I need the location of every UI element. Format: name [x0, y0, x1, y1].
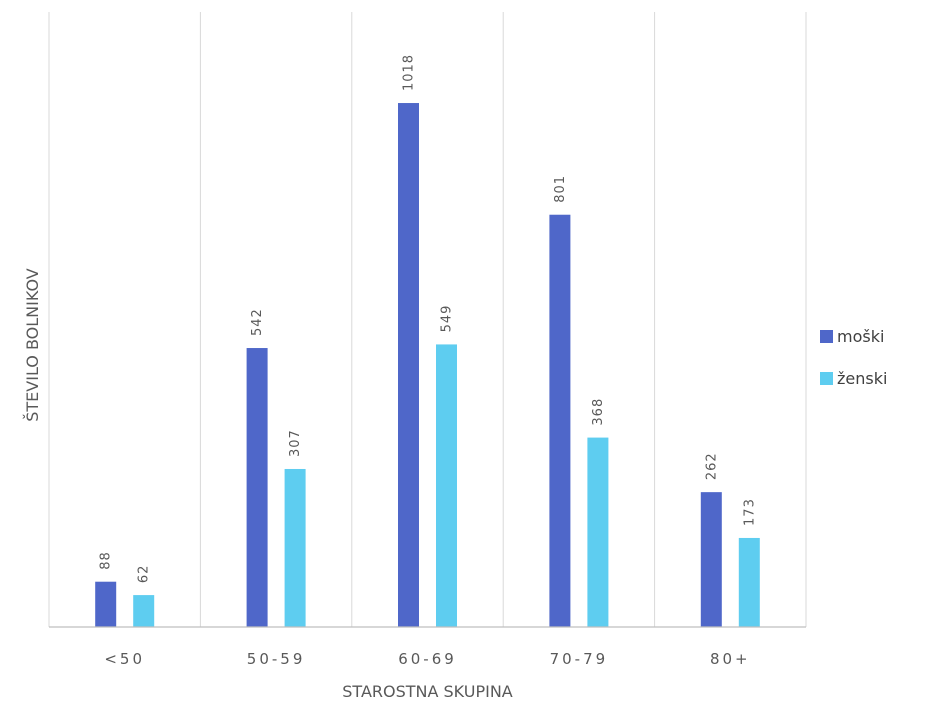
x-tick-label: 60-69 [398, 650, 457, 668]
data-label: 542 [250, 308, 265, 336]
x-tick-label: 50-59 [247, 650, 306, 668]
data-label: 368 [591, 398, 606, 426]
x-tick-label: <50 [104, 650, 145, 668]
x-tick-label: 70-79 [550, 650, 609, 668]
bar-moski [398, 103, 419, 627]
data-label: 262 [704, 452, 719, 480]
bar-moski [246, 348, 268, 627]
bar-zenski [587, 437, 609, 627]
legend: moški ženski [820, 327, 887, 388]
legend-label-zenski: ženski [837, 369, 887, 388]
bar-moski [549, 214, 571, 628]
legend-swatch-moski [820, 330, 833, 343]
data-label: 1018 [402, 54, 417, 91]
data-label: 88 [99, 551, 114, 570]
data-label: 801 [553, 175, 568, 203]
legend-label-moski: moški [837, 327, 884, 346]
grid-lines [48, 12, 807, 627]
bar-zenski [436, 344, 457, 627]
x-tick-labels: <50 50-59 60-69 70-79 80+ [104, 650, 751, 668]
data-label: 173 [742, 498, 757, 526]
legend-swatch-zenski [820, 372, 833, 385]
data-labels: 88 62 542 307 1018 549 801 368 262 173 [99, 54, 758, 583]
bar-moski [700, 492, 722, 627]
bar-moski [95, 581, 117, 627]
bar-zenski [284, 468, 306, 627]
x-axis-title: STAROSTNA SKUPINA [342, 682, 513, 701]
bars [95, 103, 760, 628]
data-label: 549 [440, 305, 455, 333]
bar-zenski [133, 595, 155, 627]
bar-zenski [738, 537, 760, 627]
data-label: 307 [288, 429, 303, 457]
data-label: 62 [137, 565, 152, 584]
x-tick-label: 80+ [710, 650, 751, 668]
y-axis-title: ŠTEVILO BOLNIKOV [23, 268, 42, 422]
